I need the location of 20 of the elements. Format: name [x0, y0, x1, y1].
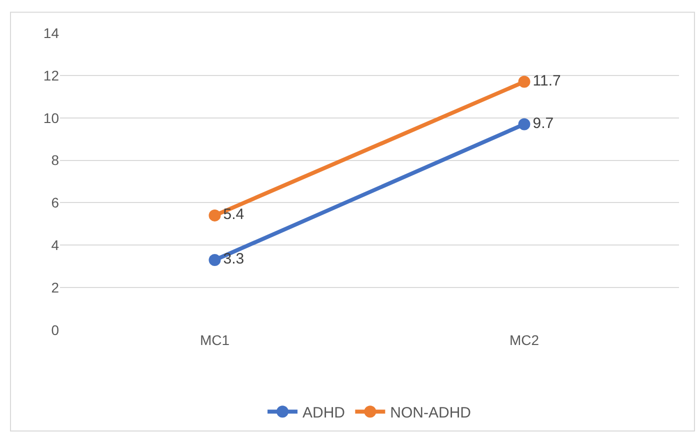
legend-label: NON-ADHD: [390, 404, 472, 422]
y-tick-label: 10: [43, 110, 60, 126]
y-tick-label: 8: [51, 152, 60, 168]
data-label: 3.3: [223, 250, 244, 268]
data-label: 5.4: [223, 206, 244, 224]
point: [208, 209, 221, 222]
legend-label: ADHD: [302, 404, 346, 422]
y-tick-label: 2: [51, 279, 60, 296]
y-tick-label: 6: [51, 194, 60, 211]
point: [208, 254, 221, 266]
data-label: 9.7: [532, 114, 554, 132]
y-tick-label: 0: [51, 322, 60, 338]
data-label: 11.7: [532, 72, 561, 90]
y-tick-label: 14: [43, 24, 60, 41]
y-tick-label: 4: [51, 237, 60, 254]
point: [518, 76, 530, 88]
x-tick-label: MC1: [200, 332, 230, 348]
point: [518, 118, 530, 130]
x-tick-label: MC2: [509, 332, 540, 348]
y-tick-label: 12: [43, 67, 60, 84]
